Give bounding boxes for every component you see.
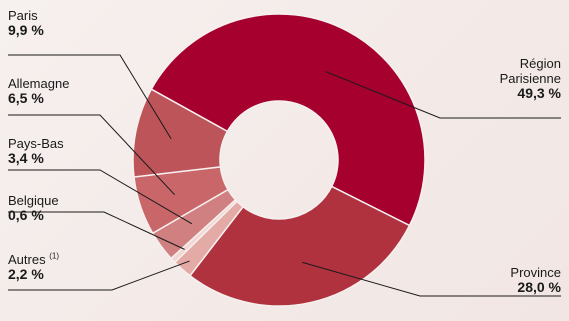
label-belgique: Belgique 0,6 % xyxy=(8,193,59,223)
label-belgique-value: 0,6 % xyxy=(8,207,44,223)
leader-line-r-gion-parisienne xyxy=(325,71,561,119)
label-allemagne-name: Allemagne xyxy=(8,76,70,91)
slice-province xyxy=(188,185,411,307)
leader-line-autres xyxy=(8,260,190,291)
label-paris-value: 9,9 % xyxy=(8,22,44,38)
leader-line-allemagne xyxy=(8,114,175,196)
label-paris: Paris 9,9 % xyxy=(8,8,44,38)
label-autres-text: Autres xyxy=(8,252,46,267)
label-region-parisienne-value: 49,3 % xyxy=(517,85,561,101)
label-pays-bas-value: 3,4 % xyxy=(8,150,44,166)
label-province: Province 28,0 % xyxy=(510,265,561,295)
label-province-name: Province xyxy=(510,265,561,280)
label-belgique-name: Belgique xyxy=(8,193,59,208)
slice-r-gion-parisienne xyxy=(150,13,426,227)
leader-line-pays-bas xyxy=(8,169,193,225)
label-province-value: 28,0 % xyxy=(517,279,561,295)
leader-line-paris xyxy=(8,54,172,139)
label-allemagne-value: 6,5 % xyxy=(8,90,44,106)
label-allemagne: Allemagne 6,5 % xyxy=(8,76,69,106)
leader-line-belgique xyxy=(8,211,185,250)
slice-paris xyxy=(132,88,229,178)
leader-line-province xyxy=(302,261,561,297)
label-region-parisienne: Région Parisienne 49,3 % xyxy=(471,56,561,101)
label-autres-name: Autres (1) xyxy=(8,252,59,267)
label-region-parisienne-name: Région Parisienne xyxy=(499,56,561,86)
label-paris-name: Paris xyxy=(8,8,38,23)
label-autres-value: 2,2 % xyxy=(8,266,44,282)
label-pays-bas-name: Pays-Bas xyxy=(8,136,64,151)
label-pays-bas: Pays-Bas 3,4 % xyxy=(8,136,64,166)
label-autres: Autres (1) 2,2 % xyxy=(8,252,59,282)
label-autres-footnote: (1) xyxy=(49,251,59,261)
